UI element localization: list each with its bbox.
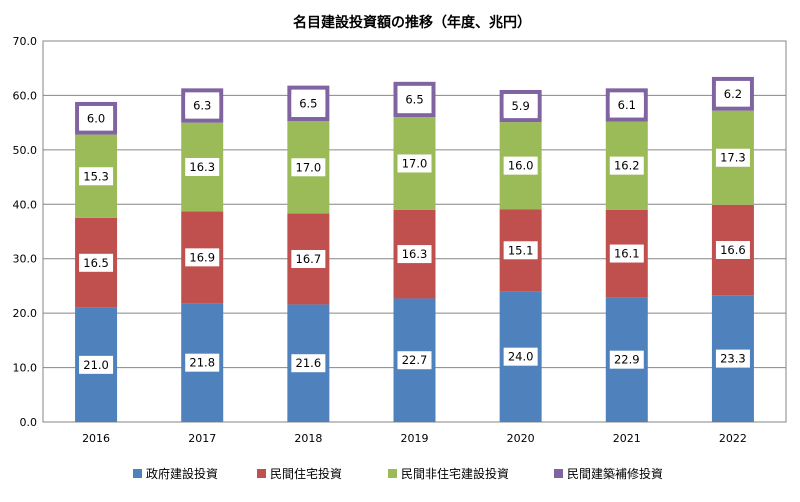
- data-label-box: [185, 158, 220, 177]
- data-label: 16.5: [83, 256, 109, 270]
- y-tick-label: 40.0: [13, 198, 38, 211]
- data-label: 16.3: [189, 160, 215, 174]
- x-tick-label: 2016: [82, 432, 110, 445]
- data-label-box: [185, 353, 220, 372]
- y-tick-label: 20.0: [13, 307, 38, 320]
- axes: 0.0 10.0 20.0 30.0 40.0 50.0 60.0 70.0 2016 2017 2…: [13, 35, 787, 445]
- data-label-box: [609, 95, 644, 114]
- legend: 政府建設投資 民間住宅投資 民間非住宅建設投資 民間建築補修投資: [133, 466, 663, 481]
- data-label: 22.9: [614, 353, 640, 367]
- data-label: 16.3: [402, 247, 428, 261]
- y-tick-label: 60.0: [13, 89, 38, 102]
- data-label-box: [185, 248, 220, 267]
- data-label-box: [185, 96, 220, 115]
- data-label-box: [291, 158, 326, 177]
- data-label: 16.6: [720, 243, 746, 257]
- data-label-box: [291, 354, 326, 373]
- data-label: 23.3: [720, 352, 746, 366]
- legend-swatch: [257, 469, 266, 478]
- legend-label: 民間建築補修投資: [567, 466, 663, 481]
- x-tick-label: 2017: [188, 432, 216, 445]
- legend-swatch: [388, 469, 397, 478]
- legend-swatch: [554, 469, 563, 478]
- x-tick-label: 2018: [294, 432, 322, 445]
- data-label-box: [609, 244, 644, 263]
- data-label-box: [79, 253, 114, 272]
- data-label-box: [503, 156, 538, 175]
- data-label: 17.0: [296, 160, 322, 174]
- legend-label: 民間住宅投資: [270, 466, 342, 481]
- data-label: 16.0: [508, 159, 534, 173]
- y-tick-label: 50.0: [13, 144, 38, 157]
- x-tick-label: 2021: [613, 432, 641, 445]
- data-label-box: [79, 167, 114, 186]
- x-tick-label: 2019: [401, 432, 429, 445]
- data-label-box: [79, 109, 114, 128]
- data-label: 6.3: [193, 98, 211, 112]
- data-label: 21.8: [189, 356, 215, 370]
- data-label-box: [715, 148, 750, 167]
- data-label: 15.1: [508, 243, 534, 257]
- data-label-box: [715, 84, 750, 103]
- data-label: 16.7: [296, 252, 322, 266]
- data-label-box: [715, 349, 750, 368]
- data-label: 5.9: [511, 99, 529, 113]
- y-tick-label: 0.0: [20, 416, 38, 429]
- x-tick-label: 2020: [507, 432, 535, 445]
- data-label-box: [79, 355, 114, 374]
- data-label: 24.0: [508, 350, 534, 364]
- data-label: 6.1: [618, 98, 636, 112]
- data-label: 16.1: [614, 247, 640, 261]
- data-label-box: [397, 245, 432, 264]
- data-label: 6.0: [87, 111, 105, 125]
- data-label-box: [397, 90, 432, 109]
- data-label-box: [291, 94, 326, 113]
- data-label: 16.2: [614, 159, 640, 173]
- data-label: 17.0: [402, 156, 428, 170]
- data-label-box: [503, 241, 538, 260]
- y-tick-label: 70.0: [13, 35, 38, 48]
- data-label: 22.7: [402, 353, 428, 367]
- data-label: 15.3: [83, 169, 109, 183]
- data-label: 16.9: [189, 250, 215, 264]
- data-label-box: [503, 347, 538, 366]
- data-label-box: [291, 249, 326, 268]
- legend-label: 民間非住宅建設投資: [401, 466, 509, 481]
- y-tick-label: 30.0: [13, 253, 38, 266]
- y-tick-label: 10.0: [13, 362, 38, 375]
- data-label: 21.0: [83, 358, 109, 372]
- data-label-box: [397, 351, 432, 370]
- data-label-box: [397, 154, 432, 173]
- data-label: 6.5: [405, 93, 423, 107]
- x-tick-label: 2022: [719, 432, 747, 445]
- data-label: 17.3: [720, 151, 746, 165]
- data-labels: 21.0 16.5 15.3 6.0 21.8 16.9 16.3 6.3 21.6 16.7 17…: [79, 84, 750, 374]
- data-label-box: [503, 97, 538, 116]
- data-label-box: [715, 241, 750, 260]
- legend-label: 政府建設投資: [146, 466, 218, 481]
- data-label: 6.5: [299, 96, 317, 110]
- data-label: 21.6: [296, 356, 322, 370]
- data-label-box: [609, 350, 644, 369]
- legend-swatch: [133, 469, 142, 478]
- data-label-box: [609, 156, 644, 175]
- data-label: 6.2: [724, 87, 742, 101]
- chart-title: 名目建設投資額の推移（年度、兆円）: [293, 14, 531, 31]
